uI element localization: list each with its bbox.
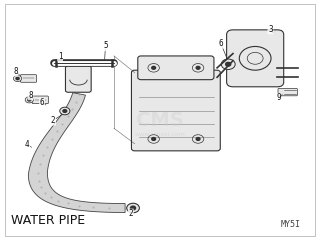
- FancyBboxPatch shape: [32, 96, 48, 104]
- Text: MY5I: MY5I: [281, 220, 300, 229]
- Text: 1: 1: [58, 52, 62, 61]
- Polygon shape: [28, 93, 125, 212]
- Circle shape: [16, 77, 19, 80]
- Text: 3: 3: [268, 25, 273, 34]
- Circle shape: [221, 59, 235, 69]
- Text: 8: 8: [13, 67, 18, 76]
- Circle shape: [131, 206, 136, 210]
- Circle shape: [152, 138, 156, 140]
- Circle shape: [196, 138, 200, 140]
- Text: 4: 4: [25, 140, 30, 149]
- Text: 5: 5: [103, 42, 108, 50]
- Circle shape: [247, 52, 263, 64]
- Text: 6: 6: [219, 39, 223, 48]
- Circle shape: [226, 62, 231, 66]
- Circle shape: [28, 99, 31, 101]
- FancyBboxPatch shape: [132, 70, 220, 151]
- Circle shape: [13, 75, 22, 82]
- Text: 9: 9: [276, 93, 281, 102]
- FancyBboxPatch shape: [227, 30, 284, 87]
- Circle shape: [63, 110, 67, 112]
- Circle shape: [60, 107, 70, 115]
- Circle shape: [152, 66, 156, 69]
- FancyBboxPatch shape: [138, 56, 214, 80]
- Text: 2: 2: [129, 209, 133, 218]
- Text: CMS: CMS: [136, 110, 184, 130]
- Text: www.cmsnl.com: www.cmsnl.com: [135, 132, 185, 137]
- FancyBboxPatch shape: [278, 89, 297, 96]
- Circle shape: [127, 203, 140, 213]
- FancyBboxPatch shape: [20, 75, 36, 82]
- Circle shape: [25, 97, 33, 103]
- Text: 2: 2: [51, 116, 55, 125]
- FancyBboxPatch shape: [66, 66, 91, 92]
- Text: 6: 6: [40, 98, 44, 108]
- Circle shape: [196, 66, 200, 69]
- Text: 8: 8: [28, 90, 33, 100]
- Text: WATER PIPE: WATER PIPE: [11, 214, 85, 227]
